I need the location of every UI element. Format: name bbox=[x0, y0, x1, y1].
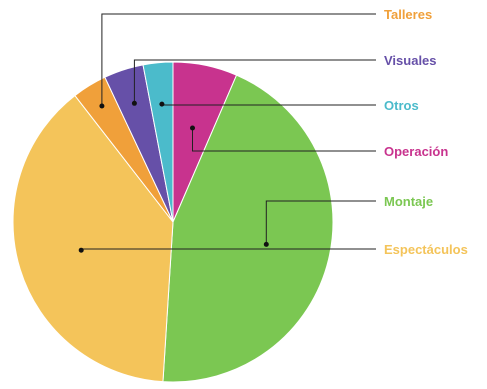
pie-slice-5 bbox=[142, 61, 174, 223]
leader-dot-2 bbox=[78, 247, 84, 253]
pie-slices bbox=[12, 61, 334, 383]
leader-dot-5 bbox=[159, 101, 165, 107]
leader-line-3 bbox=[101, 13, 376, 106]
leader-dot-1 bbox=[263, 241, 269, 247]
leader-line-4 bbox=[133, 59, 376, 104]
label-talleres: Talleres bbox=[384, 7, 432, 22]
leader-lines bbox=[78, 13, 376, 253]
label-montaje: Montaje bbox=[384, 194, 433, 209]
label-espectaculos: Espectáculos bbox=[384, 242, 468, 257]
label-operacion: Operación bbox=[384, 144, 448, 159]
pie-slice-2 bbox=[12, 94, 174, 383]
label-otros: Otros bbox=[384, 98, 419, 113]
leader-line-0 bbox=[192, 128, 376, 152]
leader-dot-4 bbox=[131, 100, 137, 106]
pie-slice-1 bbox=[162, 74, 334, 383]
label-visuales: Visuales bbox=[384, 53, 437, 68]
leader-dot-0 bbox=[190, 125, 195, 131]
leader-dot-3 bbox=[99, 103, 105, 109]
leader-line-1 bbox=[265, 200, 376, 245]
